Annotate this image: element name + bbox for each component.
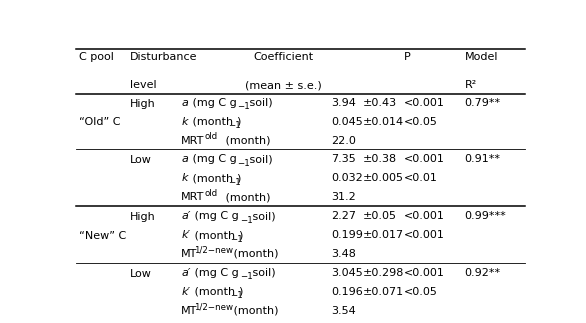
Text: MT: MT (181, 306, 197, 316)
Text: ±0.014: ±0.014 (363, 117, 404, 127)
Text: a: a (181, 154, 188, 164)
Text: MT: MT (181, 249, 197, 259)
Text: a: a (181, 98, 188, 108)
Text: old: old (205, 189, 218, 198)
Text: soil): soil) (246, 98, 273, 108)
Text: 0.92**: 0.92** (465, 268, 501, 278)
Text: 3.54: 3.54 (331, 306, 356, 316)
Text: 7.35: 7.35 (331, 154, 356, 164)
Text: 0.045: 0.045 (331, 117, 363, 127)
Text: ±0.298: ±0.298 (363, 268, 404, 278)
Text: 3.94: 3.94 (331, 98, 356, 108)
Text: ±0.017: ±0.017 (363, 230, 404, 240)
Text: Coefficient: Coefficient (254, 52, 314, 62)
Text: (month: (month (189, 117, 233, 127)
Text: 2.27: 2.27 (331, 211, 356, 221)
Text: −1: −1 (227, 178, 240, 187)
Text: ): ) (236, 117, 240, 127)
Text: Model: Model (465, 52, 498, 62)
Text: −1: −1 (227, 121, 240, 130)
Text: k: k (181, 173, 188, 183)
Text: Disturbance: Disturbance (130, 52, 197, 62)
Text: 1/2−new: 1/2−new (194, 302, 233, 311)
Text: k′: k′ (181, 230, 190, 240)
Text: 0.91**: 0.91** (465, 154, 500, 164)
Text: a′: a′ (181, 211, 190, 221)
Text: (mg C g: (mg C g (191, 268, 239, 278)
Text: <0.001: <0.001 (404, 154, 445, 164)
Text: R²: R² (465, 80, 477, 90)
Text: 0.79**: 0.79** (465, 98, 501, 108)
Text: ±0.43: ±0.43 (363, 98, 397, 108)
Text: −1: −1 (240, 272, 253, 281)
Text: High: High (130, 99, 156, 109)
Text: −1: −1 (240, 216, 253, 224)
Text: ±0.38: ±0.38 (363, 154, 397, 164)
Text: (month): (month) (230, 249, 279, 259)
Text: (month: (month (191, 287, 236, 297)
Text: ±0.071: ±0.071 (363, 287, 404, 297)
Text: “New” C: “New” C (79, 231, 126, 241)
Text: −1: −1 (237, 159, 250, 168)
Text: 22.0: 22.0 (331, 136, 356, 146)
Text: soil): soil) (246, 154, 273, 164)
Text: k: k (181, 117, 188, 127)
Text: 0.032: 0.032 (331, 173, 363, 183)
Text: <0.001: <0.001 (404, 230, 445, 240)
Text: a′: a′ (181, 268, 190, 278)
Text: (month): (month) (222, 136, 271, 146)
Text: soil): soil) (249, 211, 275, 221)
Text: 31.2: 31.2 (331, 192, 356, 202)
Text: “Old” C: “Old” C (79, 117, 120, 127)
Text: soil): soil) (249, 268, 275, 278)
Text: (mg C g: (mg C g (189, 98, 236, 108)
Text: (month): (month) (230, 306, 279, 316)
Text: Low: Low (130, 155, 152, 165)
Text: Low: Low (130, 269, 152, 279)
Text: MRT: MRT (181, 136, 205, 146)
Text: <0.05: <0.05 (404, 287, 438, 297)
Text: <0.001: <0.001 (404, 98, 445, 108)
Text: ±0.05: ±0.05 (363, 211, 397, 221)
Text: 3.045: 3.045 (331, 268, 363, 278)
Text: ): ) (236, 173, 240, 183)
Text: <0.001: <0.001 (404, 268, 445, 278)
Text: <0.05: <0.05 (404, 117, 438, 127)
Text: (mg C g: (mg C g (191, 211, 239, 221)
Text: (mean ± s.e.): (mean ± s.e.) (245, 80, 322, 90)
Text: 3.48: 3.48 (331, 249, 356, 259)
Text: 0.196: 0.196 (331, 287, 363, 297)
Text: −1: −1 (230, 291, 243, 300)
Text: −1: −1 (237, 102, 250, 111)
Text: (month: (month (191, 230, 236, 240)
Text: (mg C g: (mg C g (189, 154, 236, 164)
Text: 1/2−new: 1/2−new (194, 245, 233, 255)
Text: ): ) (239, 230, 243, 240)
Text: C pool: C pool (79, 52, 114, 62)
Text: MRT: MRT (181, 192, 205, 202)
Text: <0.01: <0.01 (404, 173, 438, 183)
Text: P: P (404, 52, 411, 62)
Text: (month): (month) (222, 192, 271, 202)
Text: 0.99***: 0.99*** (465, 211, 506, 221)
Text: k′: k′ (181, 287, 190, 297)
Text: −1: −1 (230, 234, 243, 244)
Text: 0.199: 0.199 (331, 230, 363, 240)
Text: High: High (130, 212, 156, 222)
Text: old: old (205, 132, 218, 141)
Text: <0.001: <0.001 (404, 211, 445, 221)
Text: ±0.005: ±0.005 (363, 173, 404, 183)
Text: level: level (130, 80, 156, 90)
Text: ): ) (239, 287, 243, 297)
Text: (month: (month (189, 173, 233, 183)
